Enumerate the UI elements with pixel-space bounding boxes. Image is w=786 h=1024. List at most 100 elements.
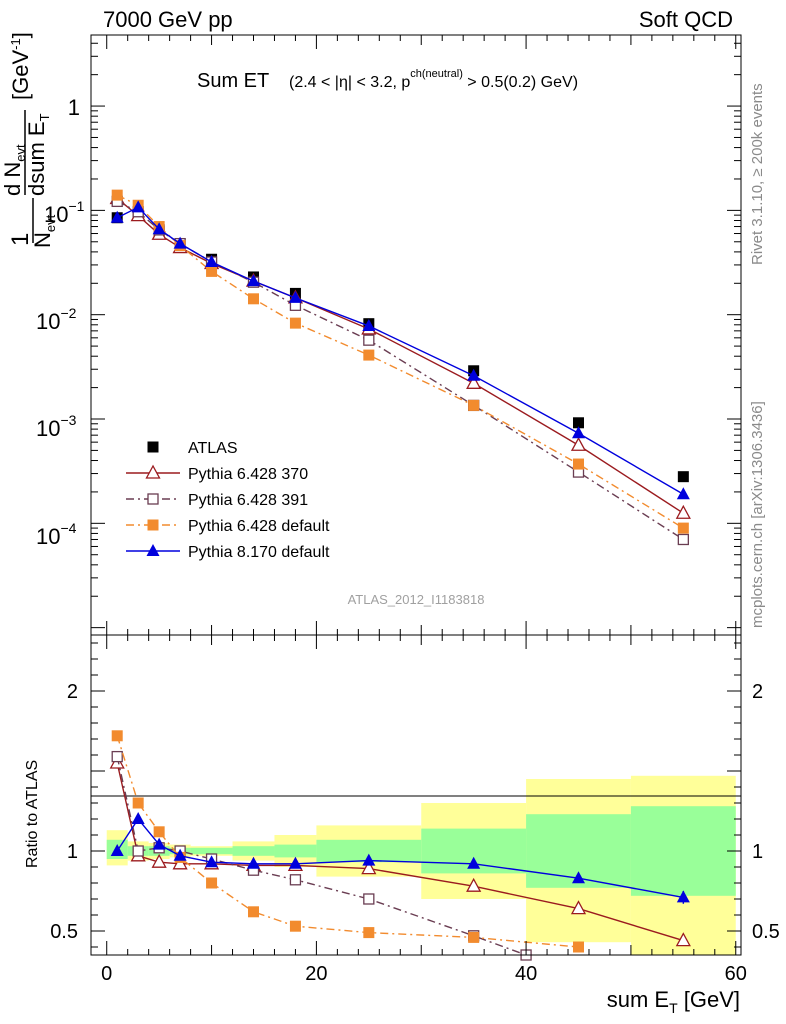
pythia-6-428-370-point	[466, 374, 482, 389]
pythia-8-170-default-point	[110, 210, 124, 223]
pythia-8-170-default-point	[205, 855, 219, 868]
atlas-point	[573, 417, 584, 429]
y-tick-label-0.0001: 10−4	[36, 520, 77, 549]
chart-title: Sum ET	[197, 70, 269, 92]
pythia-6-428-391-point	[677, 533, 689, 546]
pythia-8-170-default-point	[152, 222, 166, 235]
pythia-8-170-default-point	[131, 200, 145, 213]
pythia-8-170-default-point	[173, 848, 187, 861]
legend-item-pythia-6-428-default: Pythia 6.428 default	[126, 518, 330, 535]
ratio-frame	[90, 634, 742, 956]
pythia-6-428-default-point	[363, 927, 375, 939]
pythia-6-428-default-point	[248, 906, 259, 918]
pythia-6-428-391-line	[116, 200, 684, 541]
pythia-8-170-default-point	[572, 426, 585, 439]
legend-label: Pythia 6.428 391	[188, 492, 308, 509]
mcplots-label: mcplots.cern.ch [arXiv:1306.3436]	[749, 401, 766, 628]
x-tick-label: 0	[101, 963, 112, 985]
y-tick-label-0.1: 10−1	[44, 198, 85, 227]
pythia-6-428-default-point	[206, 877, 218, 889]
pythia-6-428-370-point	[675, 932, 691, 947]
chart-title-selection: (2.4 < |η| < 3.2, pch(neutral) > 0.5(0.2…	[289, 68, 578, 91]
pythia-6-428-370-point	[151, 853, 167, 868]
y-tick-label-right: 0.5	[752, 921, 780, 943]
energy-label: 7000 GeV pp	[103, 7, 233, 32]
legend-marker	[146, 544, 160, 556]
pythia-6-428-default-point	[206, 265, 218, 277]
rivet-label: Rivet 3.1.10, ≥ 200k events	[749, 83, 766, 265]
pythia-6-428-391-point	[363, 334, 375, 346]
pythia-6-428-391-point	[132, 845, 144, 857]
pythia-8-170-default-point	[362, 318, 376, 331]
pythia-8-170-default-point	[110, 844, 124, 856]
pythia-8-170-default-point	[173, 236, 187, 249]
analysis-watermark: ATLAS_2012_I1183818	[348, 592, 485, 607]
legend-marker	[147, 519, 159, 531]
pythia-6-428-default-point	[289, 317, 301, 329]
pythia-6-428-default-point	[248, 293, 259, 305]
pythia-6-428-default-point	[363, 349, 375, 361]
ratio-panel: Ratio to ATLAS 0 20 40 600.5 0.51 12 2 sum ET …	[24, 634, 780, 1016]
pythia-8-170-default-point	[467, 856, 481, 869]
y-tick-label-0.01: 10−2	[36, 305, 77, 334]
uncertainty-band-inner	[190, 847, 233, 855]
pythia-6-428-default-line	[116, 194, 684, 529]
atlas-point	[677, 471, 689, 483]
pythia-8-170-default-point	[152, 837, 166, 850]
pythia-6-428-370-point	[675, 504, 691, 519]
pythia-8-170-default-point	[205, 254, 219, 267]
main-y-axis-label: 1 Nevt d Nevt dsum ET [GeV-1]	[0, 32, 58, 248]
svg-text:Nevt: Nevt	[30, 214, 58, 248]
uncertainty-band-inner	[630, 806, 736, 896]
legend-item-pythia-6-428-370: Pythia 6.428 370	[126, 464, 308, 483]
uncertainty-band-inner	[232, 846, 275, 856]
pythia-8-170-default-point	[467, 368, 481, 381]
svg-text:d Nevt: d Nevt	[0, 144, 28, 196]
svg-text:[GeV-1]: [GeV-1]	[8, 32, 33, 100]
y-tick-label-left: 1	[67, 841, 78, 863]
legend-item-pythia-6-428-391: Pythia 6.428 391	[126, 492, 308, 509]
pythia-6-428-391-point	[289, 874, 302, 886]
pythia-6-428-default-point	[573, 941, 584, 953]
ratio-axis-ticks	[91, 635, 741, 955]
legend-item-atlas: ATLAS	[147, 440, 238, 457]
legend-label: Pythia 8.170 default	[188, 544, 330, 561]
ratio-tick-labels: 0 20 40 600.5 0.51 12 2	[50, 681, 780, 985]
main-panel: Sum ET (2.4 < |η| < 3.2, pch(neutral) > …	[0, 32, 742, 636]
pythia-6-428-370-point	[466, 877, 482, 892]
main-series-group	[109, 189, 691, 546]
legend-label: ATLAS	[188, 440, 238, 457]
main-y-tick-labels: 1 10−1 10−2 10−3 10−4	[36, 95, 85, 549]
pythia-8-170-default-point	[131, 812, 145, 824]
pythia-6-428-391-line	[116, 756, 527, 955]
pythia-8-170-default-point	[362, 853, 376, 866]
legend-marker	[147, 493, 159, 505]
ratio-y-axis-label: Ratio to ATLAS	[24, 760, 41, 868]
legend: ATLAS Pythia 6.428 370 Pythia 6.428 391 Pyt…	[126, 440, 330, 561]
pythia-6-428-391-point	[363, 893, 375, 905]
pythia-6-428-391-point	[111, 750, 123, 763]
pythia-8-170-default-point	[288, 856, 302, 869]
legend-label: Pythia 6.428 370	[188, 466, 308, 483]
pythia-6-428-default-point	[468, 931, 480, 943]
pythia-6-428-default-point	[573, 458, 584, 470]
pythia-6-428-default-point	[289, 920, 301, 932]
pythia-6-428-default-point	[132, 797, 144, 809]
main-axis-ticks	[91, 35, 741, 635]
pythia-6-428-default-point	[111, 730, 123, 742]
category-label: Soft QCD	[639, 7, 733, 32]
pythia-6-428-default-point	[153, 826, 165, 838]
y-tick-label-right: 2	[752, 681, 763, 703]
y-tick-label-left: 2	[67, 681, 78, 703]
legend-marker	[147, 441, 159, 453]
y-tick-label-right: 1	[752, 841, 763, 863]
pythia-6-428-370-point	[570, 436, 587, 451]
svg-text:1: 1	[7, 233, 34, 246]
pythia-6-428-default-point	[677, 522, 689, 534]
pythia-6-428-370-point	[361, 860, 377, 875]
pythia-8-170-default-point	[247, 274, 260, 287]
pythia-8-170-default-point	[676, 487, 690, 500]
x-axis-label: sum ET [GeV]	[607, 987, 740, 1016]
pythia-6-428-default-line	[116, 735, 579, 948]
